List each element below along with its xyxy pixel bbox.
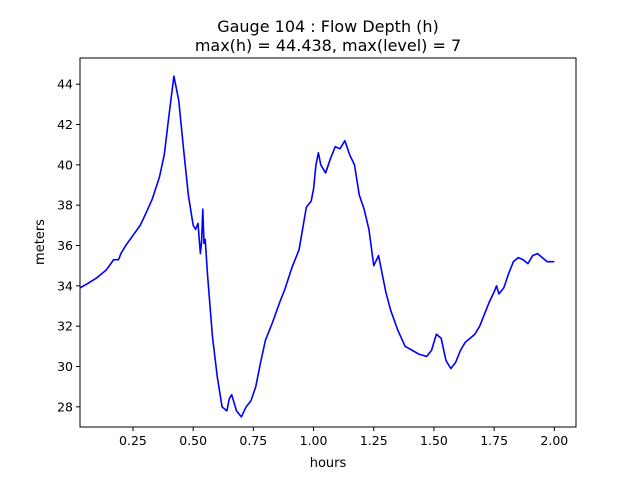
x-tick-label: 1.25 [360, 433, 388, 448]
y-tick-label: 38 [57, 198, 73, 213]
x-tick-label: 1.00 [300, 433, 328, 448]
x-tick-label: 2.00 [540, 433, 568, 448]
x-tick-label: 0.50 [179, 433, 207, 448]
x-tick-label: 1.75 [480, 433, 508, 448]
series-line-0 [79, 75, 555, 418]
plot-area [79, 75, 555, 418]
y-tick-label: 36 [57, 238, 73, 253]
y-tick-label: 28 [57, 399, 73, 414]
y-tick-label: 32 [57, 319, 73, 334]
chart-title-line1: Gauge 104 : Flow Depth (h) [217, 17, 439, 36]
x-tick-label: 1.50 [420, 433, 448, 448]
y-tick-label: 44 [57, 77, 73, 92]
y-tick-label: 40 [57, 157, 73, 172]
chart-title-line2: max(h) = 44.438, max(level) = 7 [195, 36, 461, 55]
y-tick-label: 42 [57, 117, 73, 132]
y-axis-label: meters [33, 219, 48, 265]
y-tick-label: 30 [57, 359, 73, 374]
x-tick-label: 0.25 [119, 433, 147, 448]
x-tick-label: 0.75 [239, 433, 267, 448]
x-axis: 0.25 0.50 0.75 1.00 1.25 1.50 1.75 2.00 [119, 427, 568, 448]
x-axis-label: hours [310, 456, 347, 471]
plot-frame [79, 57, 577, 428]
y-tick-label: 34 [57, 278, 73, 293]
y-axis: 28 30 32 34 36 38 40 42 44 [57, 77, 80, 414]
